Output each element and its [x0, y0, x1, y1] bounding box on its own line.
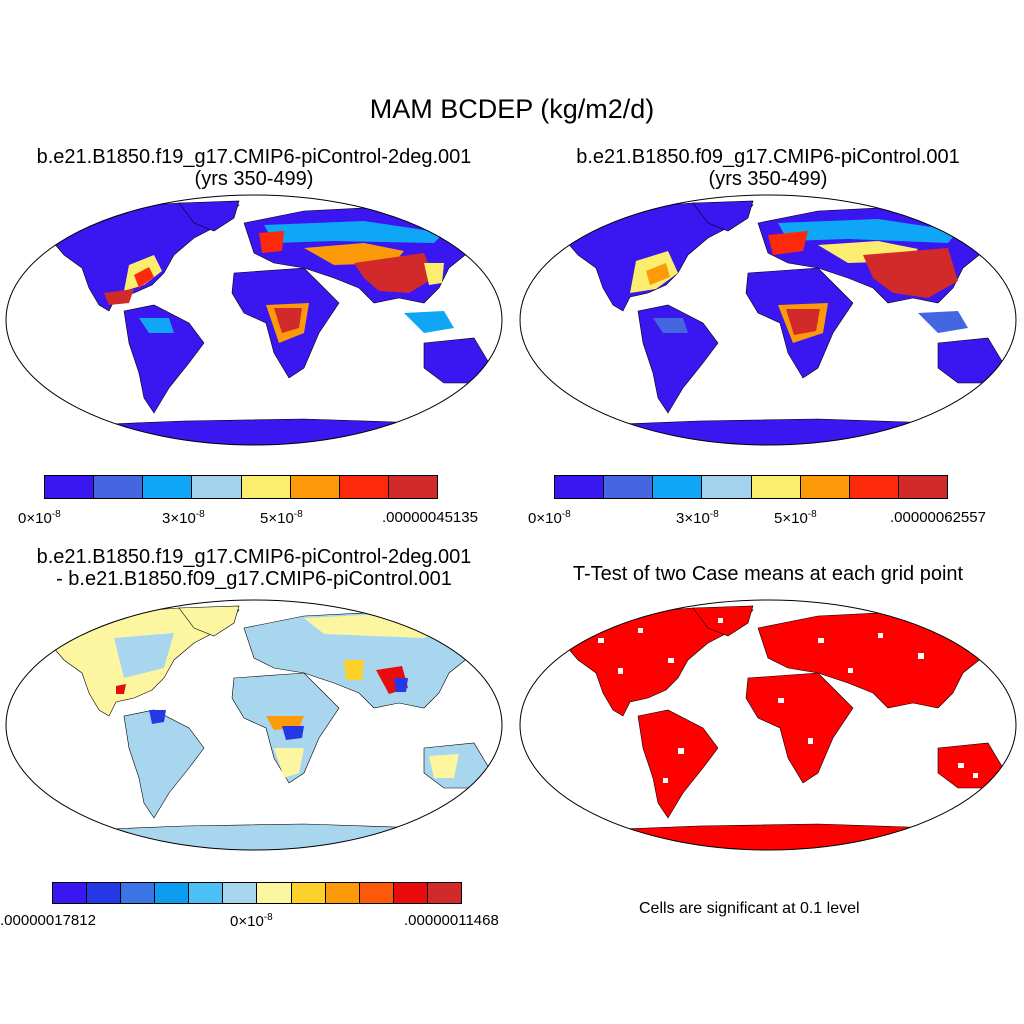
australia [423, 337, 490, 384]
colorbar-box [427, 883, 461, 903]
colorbar-box [291, 883, 326, 903]
map-panel-3 [5, 599, 503, 851]
colorbar-box [388, 476, 437, 498]
colorbar-3-label-1: 0×10-8 [230, 912, 273, 930]
colorbar-box [898, 476, 947, 498]
colorbar-box [87, 883, 122, 903]
south-america [123, 304, 205, 414]
colorbar-3-label-2: .00000011468 [404, 912, 499, 929]
map-panel-1 [5, 194, 503, 446]
colorbar-box [751, 476, 801, 498]
panel-4-title: T-Test of two Case means at each grid po… [518, 563, 1018, 585]
colorbar-box [45, 476, 95, 498]
panel-2-title-line1: b.e21.B1850.f09_g17.CMIP6-piControl.001 [576, 146, 960, 168]
panel-3-title-line1: b.e21.B1850.f19_g17.CMIP6-piControl-2deg… [36, 546, 472, 568]
colorbar-box [359, 883, 394, 903]
panel-2-title: b.e21.B1850.f09_g17.CMIP6-piControl.001 … [518, 146, 1018, 190]
map-panel-4 [519, 599, 1017, 851]
colorbar-1-label-3: .00000045135 [382, 509, 478, 526]
colorbar-box [325, 883, 360, 903]
colorbar-box [290, 476, 340, 498]
colorbar-box [702, 476, 752, 498]
colorbar-box [604, 476, 654, 498]
colorbar-2-label-1: 3×10-8 [676, 509, 719, 527]
colorbar-box [155, 883, 190, 903]
panel-3-title: b.e21.B1850.f19_g17.CMIP6-piControl-2deg… [4, 546, 504, 590]
colorbar-1-label-2: 5×10-8 [260, 509, 303, 527]
colorbar-2 [554, 475, 948, 499]
colorbar-1-label-1: 3×10-8 [162, 509, 205, 527]
panel-1-title-line2: (yrs 350-499) [194, 168, 314, 190]
colorbar-3 [52, 882, 462, 904]
map-panel-2 [519, 194, 1017, 446]
colorbar-box [121, 883, 156, 903]
colorbar-box [555, 476, 605, 498]
colorbar-box [223, 883, 258, 903]
colorbar-1-label-0: 0×10-8 [18, 509, 61, 527]
colorbar-2-label-3: .00000062557 [890, 509, 986, 526]
colorbar-box [339, 476, 389, 498]
colorbar-box [189, 883, 224, 903]
ttest-note: Cells are significant at 0.1 level [639, 900, 860, 917]
colorbar-box [192, 476, 242, 498]
colorbar-1 [44, 475, 438, 499]
colorbar-box [94, 476, 144, 498]
panel-1-title-line1: b.e21.B1850.f19_g17.CMIP6-piControl-2deg… [36, 146, 472, 168]
colorbar-3-label-0: .00000017812 [0, 912, 96, 929]
panel-3-title-line2: - b.e21.B1850.f09_g17.CMIP6-piControl.00… [56, 568, 452, 590]
colorbar-2-label-0: 0×10-8 [528, 509, 571, 527]
colorbar-box [849, 476, 899, 498]
figure-title: MAM BCDEP (kg/m2/d) [369, 94, 655, 124]
panel-1-title: b.e21.B1850.f19_g17.CMIP6-piControl-2deg… [4, 146, 504, 190]
colorbar-box [53, 883, 88, 903]
colorbar-box [800, 476, 850, 498]
colorbar-box [143, 476, 193, 498]
colorbar-2-label-2: 5×10-8 [774, 509, 817, 527]
panel-4-title-line1: T-Test of two Case means at each grid po… [572, 563, 964, 585]
colorbar-box [653, 476, 703, 498]
colorbar-box [393, 883, 428, 903]
panel-2-title-line2: (yrs 350-499) [708, 168, 828, 190]
colorbar-box [257, 883, 292, 903]
colorbar-box [241, 476, 291, 498]
